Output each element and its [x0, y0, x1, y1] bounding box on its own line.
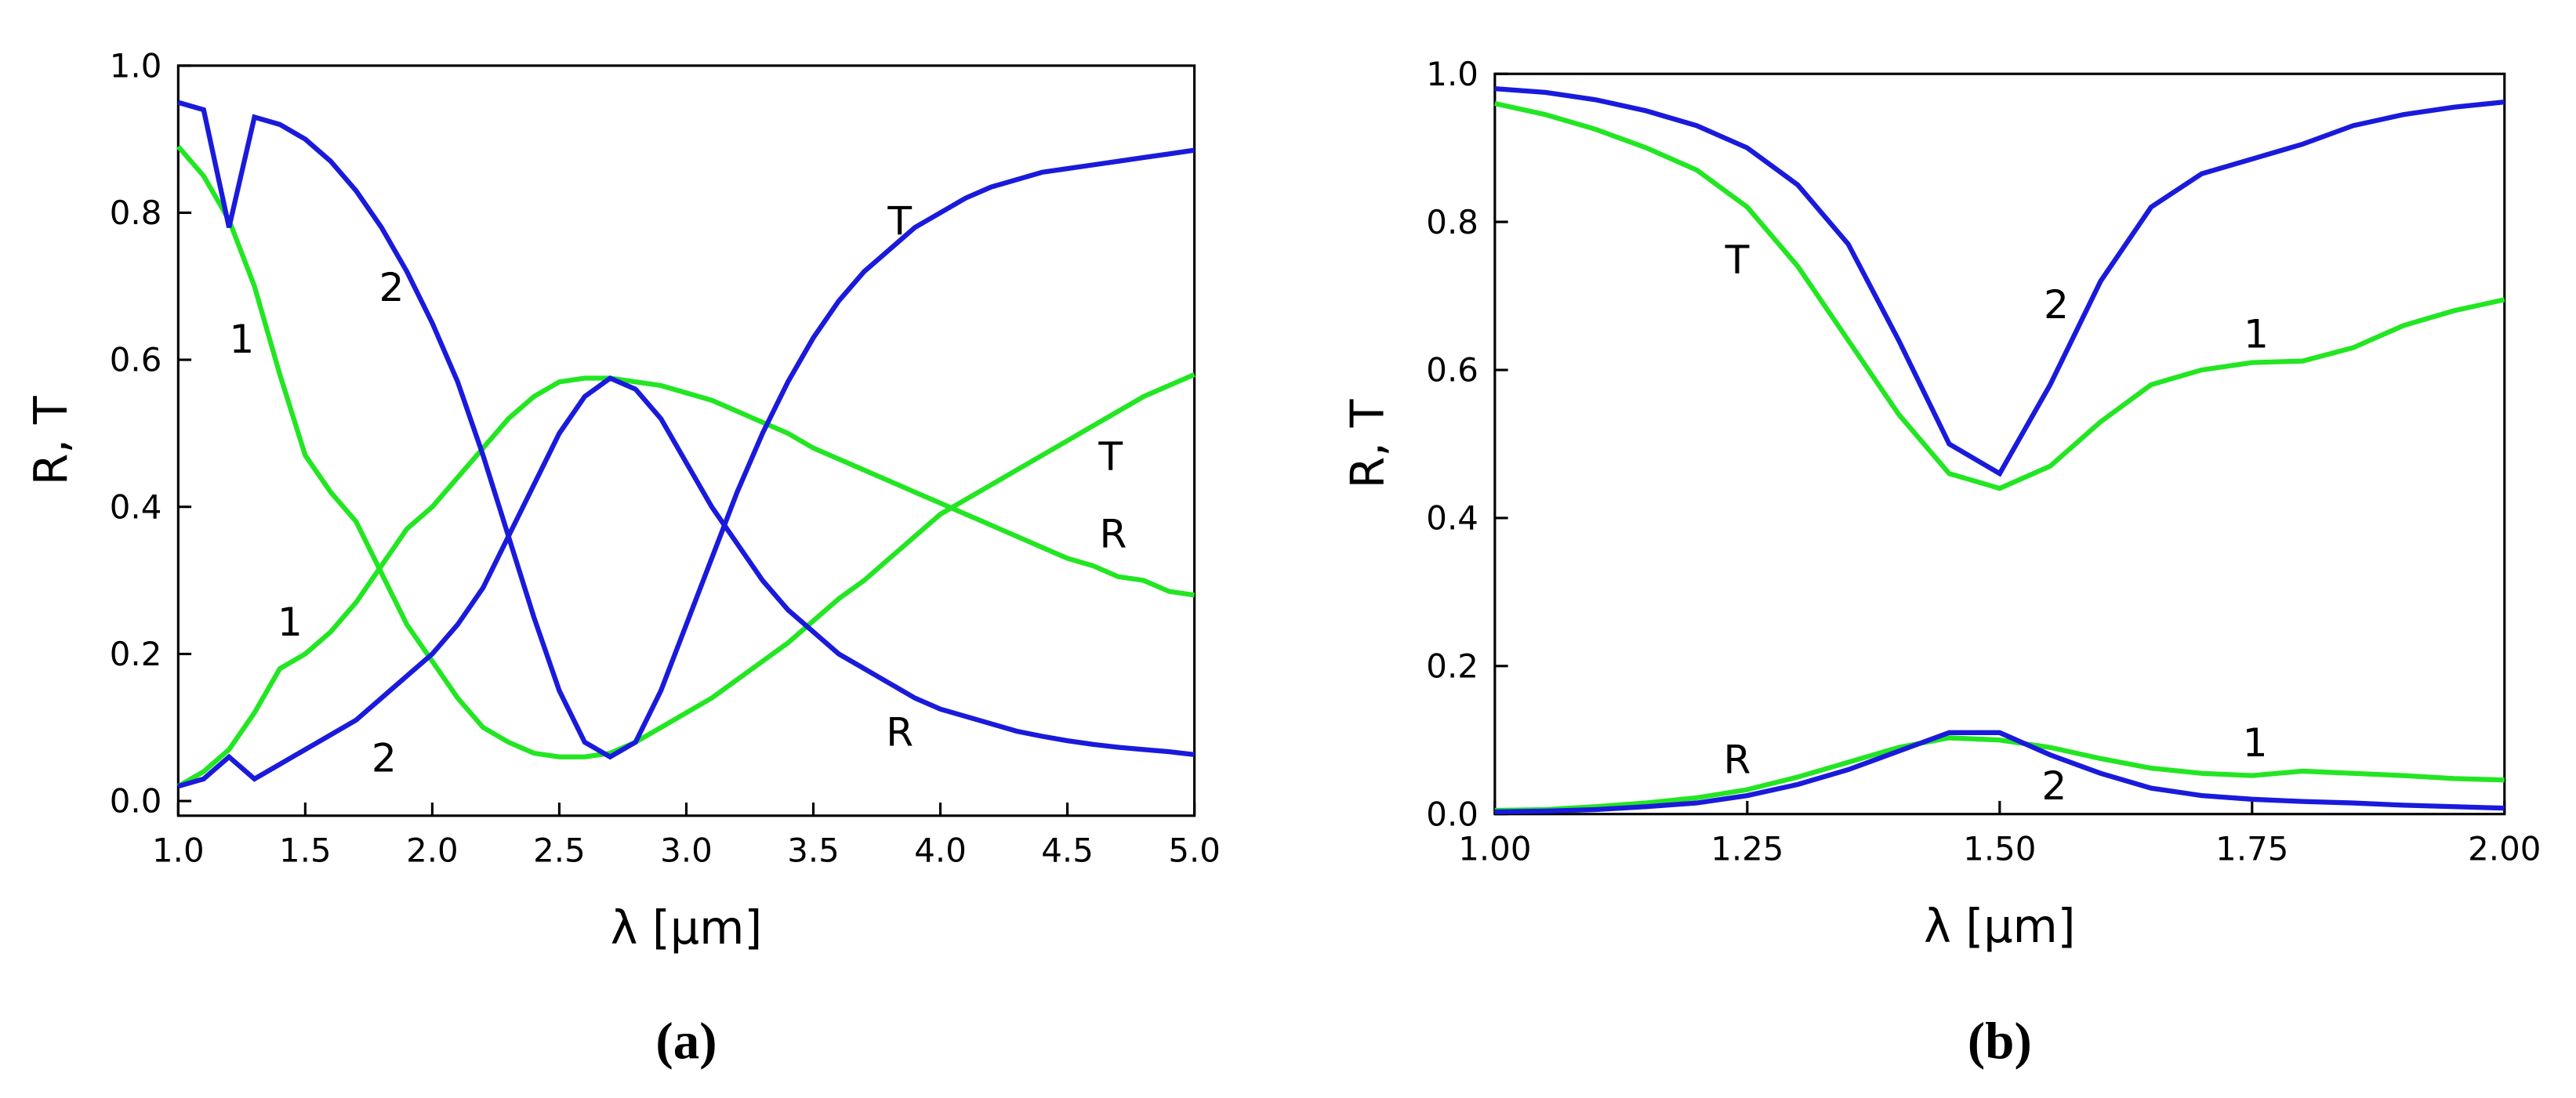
y-tick-label: 0.2	[1426, 647, 1478, 685]
curve-annotation: R	[886, 709, 913, 756]
curve-annotation: T	[1725, 237, 1750, 283]
curve	[177, 375, 1195, 789]
curve	[177, 100, 1195, 760]
x-tick-label: 1.00	[1458, 829, 1531, 868]
panel-label: (b)	[1968, 1013, 2032, 1071]
x-tick-label: 1.25	[1711, 829, 1783, 868]
y-tick-label: 0.6	[1426, 351, 1478, 390]
x-tick-label: 2.0	[406, 831, 459, 869]
y-tick-label: 0.2	[110, 635, 162, 673]
y-tick-label: 0.0	[110, 782, 162, 821]
y-tick-label: 1.0	[110, 46, 162, 85]
curve-annotation: 2	[2044, 281, 2069, 328]
x-tick-label: 4.0	[914, 831, 967, 869]
x-axis-label: λ [μm]	[611, 901, 762, 955]
y-tick-label: 0.4	[110, 487, 162, 526]
x-tick-label: 3.5	[787, 831, 840, 869]
curve-annotation: T	[887, 198, 912, 245]
y-axis-label: R, T	[1341, 399, 1394, 488]
x-tick-label: 2.00	[2468, 829, 2541, 868]
y-tick-label: 0.8	[110, 194, 162, 232]
curve-annotation: 2	[379, 264, 405, 310]
curve	[1494, 735, 2505, 814]
curve-annotation: 1	[229, 316, 254, 362]
y-tick-label: 0.4	[1426, 499, 1478, 538]
curve-annotation: R	[1724, 737, 1751, 783]
curve	[176, 375, 1195, 788]
plot-frame	[176, 64, 1196, 817]
x-tick-label: 1.5	[279, 831, 332, 869]
y-tick-label: 0.0	[1426, 795, 1478, 833]
x-tick-label: 2.5	[533, 831, 586, 869]
x-tick-label: 1.0	[152, 831, 205, 869]
y-tick-label: 0.6	[110, 341, 162, 379]
x-tick-label: 4.5	[1041, 831, 1094, 869]
x-tick-label: 1.75	[2215, 829, 2288, 868]
curve-annotation: 1	[278, 599, 303, 645]
curve	[176, 144, 1195, 759]
y-tick-label: 1.0	[1426, 55, 1478, 93]
panel-label: (a)	[655, 1013, 717, 1071]
curve	[1494, 85, 2505, 477]
x-tick-label: 3.0	[660, 831, 713, 869]
curve-annotation: 1	[2244, 311, 2269, 357]
x-tick-label: 5.0	[1168, 831, 1221, 869]
curve-annotation: 2	[372, 735, 397, 781]
y-axis-label: R, T	[24, 396, 78, 485]
curve-annotation: R	[1099, 510, 1127, 556]
curve	[1494, 100, 2505, 491]
curve-annotation: T	[1098, 433, 1123, 480]
curve-annotation: 2	[2041, 763, 2066, 809]
y-tick-label: 0.8	[1426, 203, 1478, 241]
curve	[1494, 730, 2505, 815]
x-tick-label: 1.50	[1963, 829, 2036, 868]
plot-frame	[1493, 72, 2506, 816]
x-axis-label: λ [μm]	[1924, 900, 2075, 953]
curve-annotation: 1	[2243, 719, 2268, 766]
